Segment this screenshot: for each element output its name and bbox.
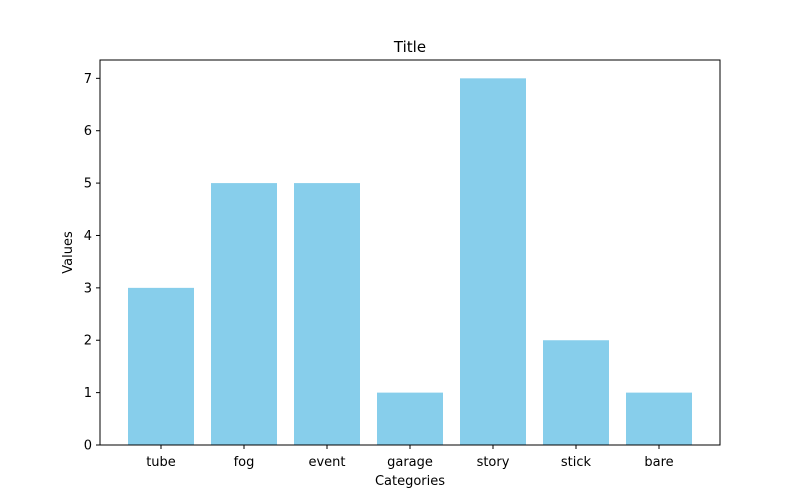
bars-group bbox=[128, 78, 692, 445]
x-tick-label: story bbox=[477, 455, 510, 470]
y-axis-label: Values bbox=[61, 231, 76, 274]
y-ticks-group: 0 1 2 3 4 5 6 7 bbox=[84, 72, 100, 454]
bar-tube bbox=[128, 287, 194, 445]
y-tick-label: 1 bbox=[84, 386, 92, 401]
x-tick-label: fog bbox=[234, 455, 255, 470]
bar-bare bbox=[626, 392, 692, 445]
y-tick-label: 7 bbox=[84, 72, 92, 87]
bar-stick bbox=[543, 340, 609, 445]
y-tick-label: 0 bbox=[84, 439, 92, 454]
x-ticks-group: tube fog event garage story stick bare bbox=[146, 445, 674, 470]
y-tick-label: 3 bbox=[84, 281, 92, 296]
x-tick-label: stick bbox=[561, 455, 592, 470]
x-axis-label: Categories bbox=[375, 474, 445, 489]
y-tick-label: 5 bbox=[84, 177, 92, 192]
chart-title: Title bbox=[393, 38, 426, 56]
bar-garage bbox=[377, 392, 443, 445]
bar-event bbox=[294, 183, 360, 445]
y-tick-label: 6 bbox=[84, 124, 92, 139]
x-tick-label: garage bbox=[387, 455, 433, 470]
bar-story bbox=[460, 78, 526, 445]
bar-fog bbox=[211, 183, 277, 445]
plot-frame bbox=[99, 59, 721, 446]
x-tick-label: tube bbox=[146, 455, 176, 470]
x-tick-label: event bbox=[308, 455, 345, 470]
y-tick-label: 4 bbox=[84, 229, 92, 244]
y-tick-label: 2 bbox=[84, 334, 92, 349]
x-tick-label: bare bbox=[644, 455, 673, 470]
